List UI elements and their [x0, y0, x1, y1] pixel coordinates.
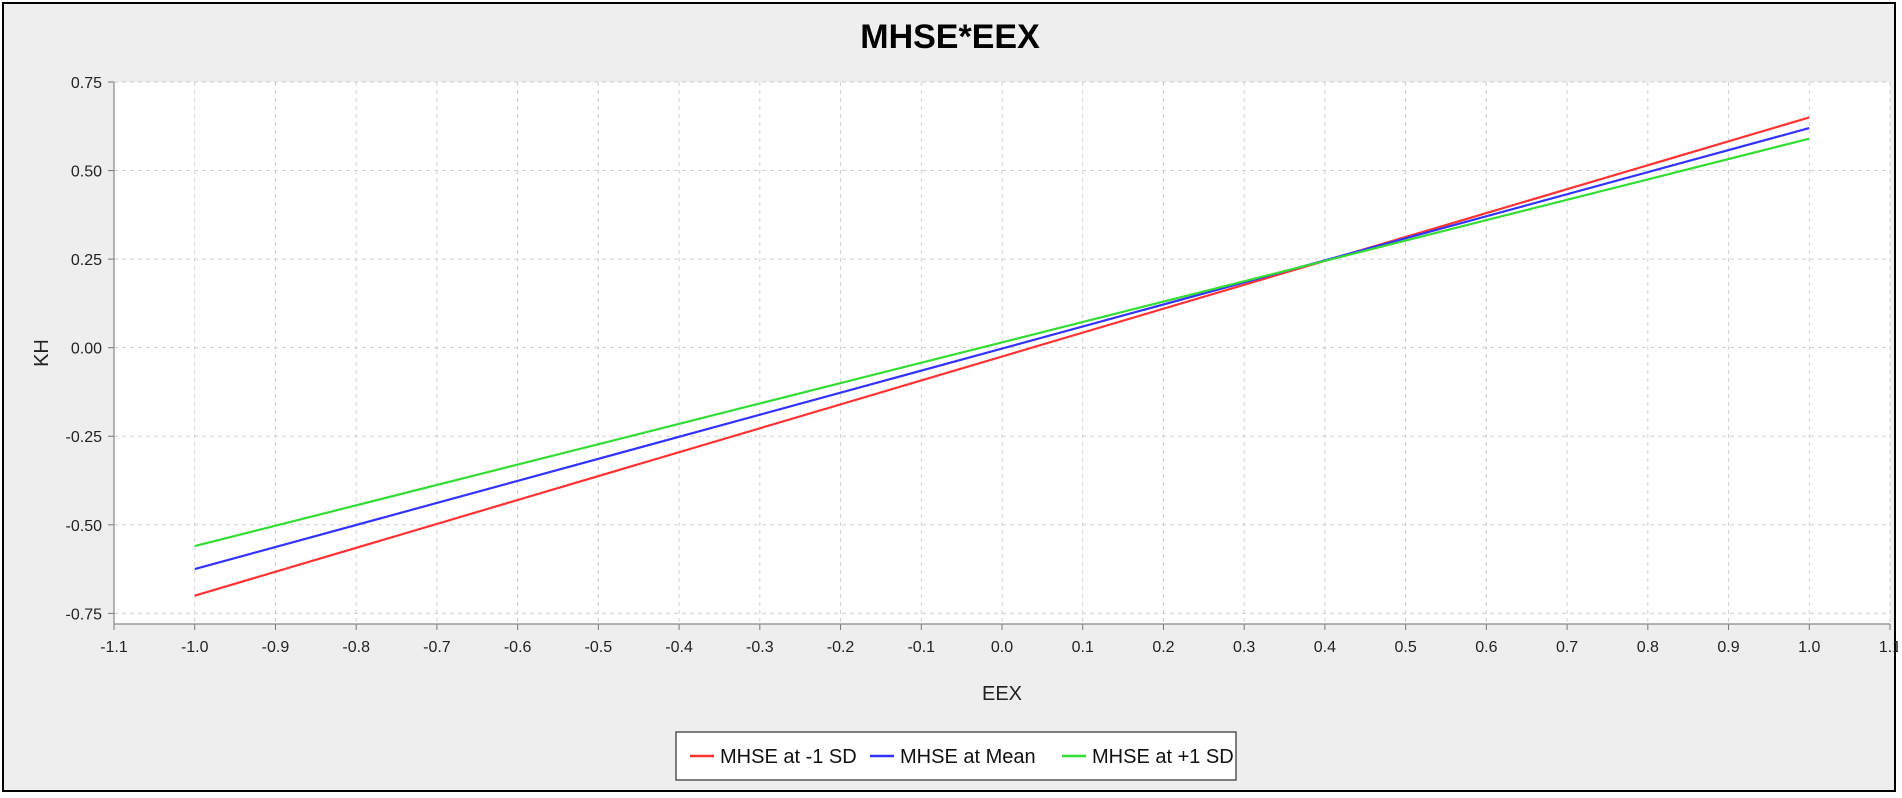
x-tick-label: -0.2 — [827, 639, 855, 656]
x-tick-label: -1.0 — [181, 639, 209, 656]
chart-canvas: MHSE*EEX -1.1 -1.0 -0.9 -0.8 -0.7 -0.6 -0.5 -0.… — [31, 18, 1898, 781]
axes — [108, 81, 1891, 630]
y-tick-label: -0.50 — [66, 518, 103, 535]
x-tick-label: -0.4 — [665, 639, 693, 656]
x-tick-label: 0.2 — [1152, 639, 1174, 656]
y-tick-label: -0.25 — [66, 429, 103, 446]
x-tick-labels: -1.1 -1.0 -0.9 -0.8 -0.7 -0.6 -0.5 -0.4 -0.3 -0.2… — [100, 639, 1898, 656]
x-tick-label: 0.3 — [1233, 639, 1255, 656]
x-tick-label: 0.1 — [1072, 639, 1094, 656]
y-tick-label: 0.25 — [71, 252, 102, 269]
legend-box — [675, 731, 1237, 781]
x-tick-label: 0.4 — [1314, 639, 1336, 656]
y-axis-label: KH — [31, 339, 53, 367]
y-tick-labels: 0.75 0.50 0.25 0.00 -0.25 -0.50 -0.75 — [66, 75, 103, 623]
x-tick-label: 0.0 — [991, 639, 1013, 656]
x-tick-label: -0.9 — [262, 639, 290, 656]
y-tick-label: 0.75 — [71, 75, 102, 92]
y-tick-label: -0.75 — [66, 606, 103, 623]
x-tick-label: -0.1 — [907, 639, 935, 656]
x-tick-label: -0.5 — [585, 639, 613, 656]
y-tick-label: 0.00 — [71, 341, 102, 358]
x-tick-label: -0.7 — [423, 639, 451, 656]
x-tick-label: 1.0 — [1798, 639, 1820, 656]
series-lines — [194, 116, 1810, 597]
series-line-1 — [194, 116, 1810, 597]
legend-label: MHSE at +1 SD — [1092, 746, 1234, 768]
x-tick-label: 1.1 — [1879, 639, 1898, 656]
y-tick-label: 0.50 — [71, 164, 102, 181]
x-tick-label: 0.7 — [1556, 639, 1578, 656]
series-line-2 — [194, 126, 1810, 571]
x-tick-label: 0.6 — [1475, 639, 1497, 656]
chart-title: MHSE*EEX — [860, 18, 1040, 56]
legend-label: MHSE at Mean — [900, 746, 1036, 768]
x-axis-label: EEX — [982, 683, 1022, 705]
x-tick-label: -1.1 — [100, 639, 128, 656]
x-tick-label: 0.5 — [1395, 639, 1417, 656]
x-tick-label: 0.8 — [1637, 639, 1659, 656]
x-tick-label: 0.9 — [1717, 639, 1739, 656]
legend-label: MHSE at -1 SD — [720, 746, 857, 768]
x-tick-label: -0.8 — [342, 639, 370, 656]
series-line-3 — [194, 137, 1810, 548]
legend: MHSE at -1 SD MHSE at Mean MHSE at +1 SD — [675, 731, 1237, 781]
x-tick-label: -0.6 — [504, 639, 532, 656]
x-tick-label: -0.3 — [746, 639, 774, 656]
